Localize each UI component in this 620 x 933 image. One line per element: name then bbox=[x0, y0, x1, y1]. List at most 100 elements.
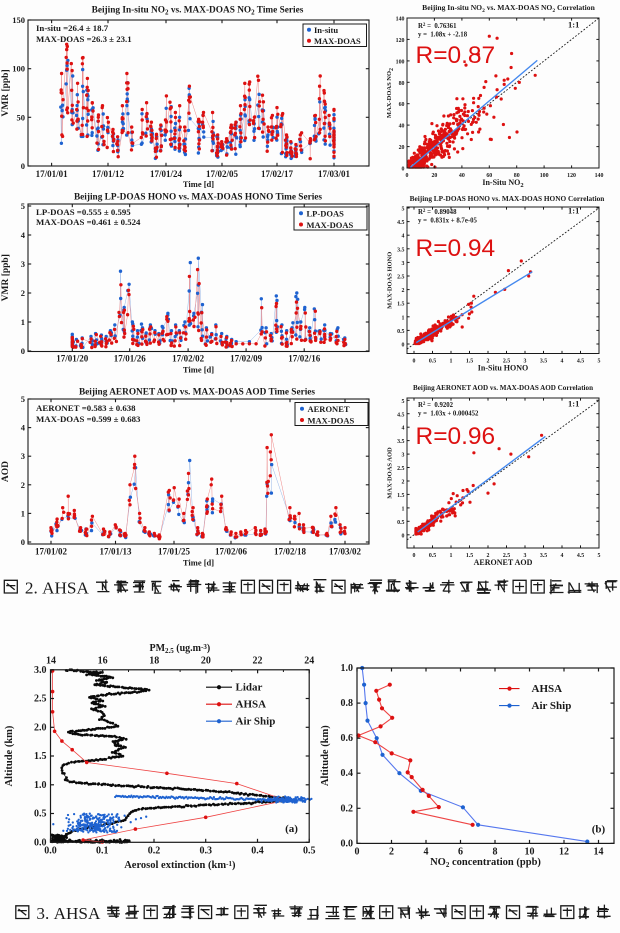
svg-text:Aerosol extinction (km-1): Aerosol extinction (km-1) bbox=[124, 860, 236, 871]
svg-text:17/03/01: 17/03/01 bbox=[318, 169, 351, 179]
svg-text:0.0: 0.0 bbox=[44, 846, 57, 857]
svg-text:0.5: 0.5 bbox=[429, 553, 436, 559]
svg-text:80: 80 bbox=[514, 173, 520, 179]
svg-text:0: 0 bbox=[406, 173, 409, 179]
svg-text:120: 120 bbox=[567, 173, 576, 179]
svg-text:Beijing AERONET AOD vs. MAX-DO: Beijing AERONET AOD vs. MAX-DOAS AOD Tim… bbox=[79, 388, 315, 398]
svg-text:17/02/17: 17/02/17 bbox=[261, 169, 294, 179]
svg-text:2. AHSA: 2. AHSA bbox=[21, 579, 94, 598]
svg-text:MAX-DOAS =0.461 ± 0.524: MAX-DOAS =0.461 ± 0.524 bbox=[36, 217, 141, 227]
svg-text:0: 0 bbox=[402, 533, 405, 539]
svg-text:R2 = 0.89048: R2 = 0.89048 bbox=[418, 209, 457, 216]
svg-text:2: 2 bbox=[402, 480, 405, 486]
svg-text:3: 3 bbox=[21, 259, 25, 269]
svg-text:5: 5 bbox=[402, 207, 405, 213]
svg-text:140: 140 bbox=[595, 173, 604, 179]
svg-text:3: 3 bbox=[402, 453, 405, 459]
svg-text:0.2: 0.2 bbox=[148, 846, 161, 857]
svg-text:Air Ship: Air Ship bbox=[236, 716, 276, 728]
svg-text:4.5: 4.5 bbox=[397, 412, 404, 418]
svg-text:2: 2 bbox=[21, 288, 25, 298]
svg-text:3.5: 3.5 bbox=[397, 247, 404, 253]
svg-text:R=0.87: R=0.87 bbox=[416, 42, 496, 69]
svg-text:0: 0 bbox=[355, 847, 360, 858]
svg-text:18: 18 bbox=[149, 656, 159, 667]
svg-text:4.5: 4.5 bbox=[577, 553, 584, 559]
svg-text:0.4: 0.4 bbox=[251, 846, 264, 857]
svg-text:2.0: 2.0 bbox=[34, 722, 47, 733]
svg-text:17/01/12: 17/01/12 bbox=[92, 169, 125, 179]
svg-text:1:1: 1:1 bbox=[568, 20, 579, 30]
svg-text:5: 5 bbox=[21, 394, 25, 404]
svg-text:4: 4 bbox=[402, 234, 405, 240]
svg-text:R2 = 0.9202: R2 = 0.9202 bbox=[418, 402, 454, 409]
svg-text:0.4: 0.4 bbox=[341, 768, 354, 779]
svg-text:Time [d]: Time [d] bbox=[183, 365, 214, 375]
svg-text:1:1: 1:1 bbox=[568, 206, 579, 216]
svg-text:MAX-DOAS =26.3 ± 23.1: MAX-DOAS =26.3 ± 23.1 bbox=[36, 34, 132, 44]
svg-text:20: 20 bbox=[431, 173, 437, 179]
svg-text:1.5: 1.5 bbox=[466, 553, 473, 559]
svg-text:AOD: AOD bbox=[1, 461, 11, 482]
svg-text:5: 5 bbox=[598, 359, 601, 365]
svg-text:2.5: 2.5 bbox=[503, 553, 510, 559]
svg-text:150: 150 bbox=[12, 15, 25, 25]
svg-text:50: 50 bbox=[17, 112, 26, 122]
svg-text:17/03/02: 17/03/02 bbox=[329, 547, 362, 557]
svg-text:MAX-DOAS =0.599 ± 0.683: MAX-DOAS =0.599 ± 0.683 bbox=[36, 414, 141, 424]
svg-text:4.5: 4.5 bbox=[577, 359, 584, 365]
svg-text:1.0: 1.0 bbox=[34, 780, 47, 791]
svg-text:0.1: 0.1 bbox=[96, 846, 109, 857]
svg-text:17/01/02: 17/01/02 bbox=[35, 547, 68, 557]
svg-text:17/02/16: 17/02/16 bbox=[288, 354, 321, 364]
svg-text:1.0: 1.0 bbox=[341, 663, 354, 674]
svg-text:1: 1 bbox=[402, 315, 405, 321]
svg-text:17/02/18: 17/02/18 bbox=[274, 547, 307, 557]
svg-text:0.5: 0.5 bbox=[397, 520, 404, 526]
svg-text:Lidar: Lidar bbox=[236, 682, 263, 694]
svg-text:LP-DOAS =0.555 ± 0.595: LP-DOAS =0.555 ± 0.595 bbox=[36, 207, 131, 217]
svg-text:5: 5 bbox=[598, 553, 601, 559]
svg-text:Beijing In-situ NO2 vs. MAX-DO: Beijing In-situ NO2 vs. MAX-DOAS NO2 Cor… bbox=[422, 3, 595, 14]
svg-text:100: 100 bbox=[540, 173, 549, 179]
svg-text:In-situ =26.4 ± 18.7: In-situ =26.4 ± 18.7 bbox=[36, 23, 109, 33]
svg-text:AHSA: AHSA bbox=[532, 683, 563, 695]
svg-text:0: 0 bbox=[21, 537, 25, 547]
svg-text:3.5: 3.5 bbox=[540, 359, 547, 365]
svg-text:0.0: 0.0 bbox=[34, 837, 47, 848]
svg-text:VMR [ppb]: VMR [ppb] bbox=[1, 69, 11, 116]
svg-text:20: 20 bbox=[399, 145, 405, 151]
svg-text:17/01/24: 17/01/24 bbox=[150, 169, 183, 179]
svg-text:VMR [ppb]: VMR [ppb] bbox=[1, 254, 11, 301]
svg-text:MAX-DOAS: MAX-DOAS bbox=[307, 220, 354, 230]
svg-text:0.0: 0.0 bbox=[341, 838, 354, 849]
svg-text:20: 20 bbox=[201, 656, 211, 667]
svg-text:17/02/09: 17/02/09 bbox=[230, 354, 263, 364]
svg-text:1: 1 bbox=[21, 317, 25, 327]
svg-text:60: 60 bbox=[399, 102, 405, 108]
svg-text:1.5: 1.5 bbox=[397, 493, 404, 499]
svg-text:2.5: 2.5 bbox=[34, 694, 47, 705]
svg-text:MAX-DOAS: MAX-DOAS bbox=[314, 36, 361, 46]
svg-text:2: 2 bbox=[487, 359, 490, 365]
svg-text:140: 140 bbox=[396, 17, 405, 23]
svg-text:Beijing In-situ NO2 vs. MAX-DO: Beijing In-situ NO2 vs. MAX-DOAS NO2 Tim… bbox=[92, 6, 304, 17]
svg-text:0.6: 0.6 bbox=[341, 733, 354, 744]
svg-text:0.3: 0.3 bbox=[199, 846, 212, 857]
svg-text:4: 4 bbox=[424, 847, 429, 858]
svg-text:4.5: 4.5 bbox=[397, 220, 404, 226]
svg-text:0: 0 bbox=[413, 553, 416, 559]
svg-text:0.5: 0.5 bbox=[429, 359, 436, 365]
svg-text:(b): (b) bbox=[592, 824, 606, 836]
svg-text:1:1: 1:1 bbox=[568, 399, 579, 409]
svg-text:17/02/05: 17/02/05 bbox=[206, 169, 239, 179]
svg-text:3: 3 bbox=[524, 359, 527, 365]
svg-text:2: 2 bbox=[487, 553, 490, 559]
svg-text:y = 1.08x + -2.18: y = 1.08x + -2.18 bbox=[418, 32, 468, 39]
svg-text:0.8: 0.8 bbox=[341, 698, 354, 709]
svg-text:3.5: 3.5 bbox=[397, 439, 404, 445]
svg-text:4: 4 bbox=[21, 423, 26, 433]
svg-text:1: 1 bbox=[450, 359, 453, 365]
svg-text:MAX-DOAS HONO: MAX-DOAS HONO bbox=[387, 252, 394, 309]
svg-text:17/01/26: 17/01/26 bbox=[114, 354, 147, 364]
